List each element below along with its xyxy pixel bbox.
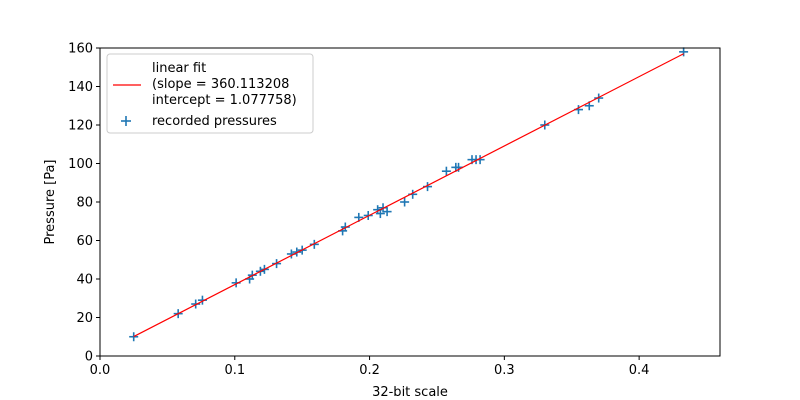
plot-marks bbox=[129, 47, 689, 342]
legend-fit-label-line3: intercept = 1.077758) bbox=[152, 93, 297, 108]
y-tick-label: 60 bbox=[76, 234, 93, 249]
y-tick-label: 120 bbox=[68, 119, 93, 134]
scatter-point bbox=[340, 222, 350, 232]
x-axis-label: 32-bit scale bbox=[372, 385, 448, 400]
x-tick-label: 0.0 bbox=[90, 363, 111, 378]
legend-fit-label-line1: linear fit bbox=[152, 61, 206, 76]
scatter-point bbox=[679, 47, 689, 57]
scatter-point bbox=[191, 299, 201, 309]
y-tick-label: 40 bbox=[76, 273, 93, 288]
y-tick-label: 100 bbox=[68, 157, 93, 172]
scatter-point bbox=[441, 166, 451, 176]
linear-fit-line bbox=[133, 53, 684, 338]
scatter-point bbox=[400, 197, 410, 207]
y-tick-label: 20 bbox=[76, 311, 93, 326]
y-tick-label: 140 bbox=[68, 80, 93, 95]
y-axis-ticks: 0 20 40 60 80 100 120 140 160 bbox=[68, 42, 100, 365]
x-tick-label: 0.4 bbox=[629, 363, 650, 378]
legend: linear fit (slope = 360.113208 intercept… bbox=[106, 53, 314, 134]
legend-scatter-marker bbox=[121, 116, 131, 126]
x-tick-label: 0.3 bbox=[494, 363, 515, 378]
legend-fit-label-line2: (slope = 360.113208 bbox=[152, 77, 289, 92]
scatter-point bbox=[382, 207, 392, 217]
x-axis-ticks: 0.0 0.1 0.2 0.3 0.4 bbox=[90, 356, 650, 378]
scatter-point bbox=[129, 332, 139, 342]
legend-box bbox=[106, 53, 314, 134]
y-tick-label: 80 bbox=[76, 196, 93, 211]
y-tick-label: 0 bbox=[85, 350, 93, 365]
x-tick-label: 0.2 bbox=[359, 363, 380, 378]
y-tick-label: 160 bbox=[68, 42, 93, 57]
scatter-point bbox=[375, 209, 385, 219]
x-tick-label: 0.1 bbox=[224, 363, 245, 378]
y-axis-label: Pressure [Pa] bbox=[43, 159, 58, 244]
legend-scatter-label: recorded pressures bbox=[152, 114, 277, 129]
